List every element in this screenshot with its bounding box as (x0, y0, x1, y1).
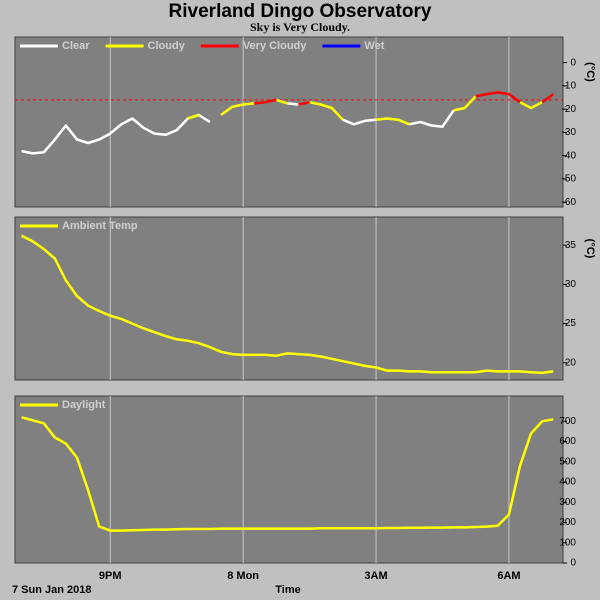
x-tick-label: 3AM (364, 570, 387, 582)
y-tick-label: 100 (559, 537, 576, 548)
y-axis-label: (°C) (584, 62, 596, 82)
y-tick-label: 0 (570, 558, 576, 569)
y-tick-label: 30 (565, 279, 577, 290)
date-label: 7 Sun Jan 2018 (12, 584, 92, 596)
y-tick-label: -10 (562, 81, 577, 92)
x-axis-label: Time (275, 584, 300, 596)
x-tick-label: 8 Mon (227, 570, 259, 582)
y-tick-label: -20 (562, 104, 577, 115)
y-tick-label: 35 (565, 240, 577, 251)
legend-label: Clear (62, 40, 90, 52)
chart-title: Riverland Dingo Observatory (169, 1, 432, 22)
legend-label: Daylight (62, 399, 106, 411)
plot-area (14, 216, 564, 381)
plot-area (14, 395, 564, 564)
chart-subtitle: Sky is Very Cloudy. (250, 20, 350, 34)
y-tick-label: -50 (562, 174, 577, 185)
y-tick-label: 25 (565, 318, 577, 329)
legend-label: Wet (364, 40, 384, 52)
series-line (254, 91, 555, 106)
y-tick-label: -40 (562, 150, 577, 161)
series-line (21, 102, 455, 155)
y-tick-label: 700 (559, 416, 576, 427)
legend-label: Very Cloudy (243, 40, 307, 52)
y-tick-label: 300 (559, 497, 576, 508)
y-tick-label: 400 (559, 477, 576, 488)
legend-label: Cloudy (148, 40, 186, 52)
y-tick-label: 500 (559, 456, 576, 467)
series-line (21, 416, 554, 532)
y-tick-label: -60 (562, 197, 577, 208)
x-tick-label: 6AM (497, 570, 520, 582)
x-tick-label: 9PM (99, 570, 122, 582)
legend-label: Ambient Temp (62, 220, 138, 232)
y-axis-label: (°C) (584, 239, 596, 259)
series-line (187, 95, 543, 126)
plot-area (14, 36, 564, 208)
y-tick-label: 200 (559, 517, 576, 528)
y-tick-label: 0 (570, 57, 576, 68)
y-tick-label: 20 (565, 357, 577, 368)
y-tick-label: 600 (559, 436, 576, 447)
series-line (21, 234, 554, 375)
y-tick-label: -30 (562, 127, 577, 138)
